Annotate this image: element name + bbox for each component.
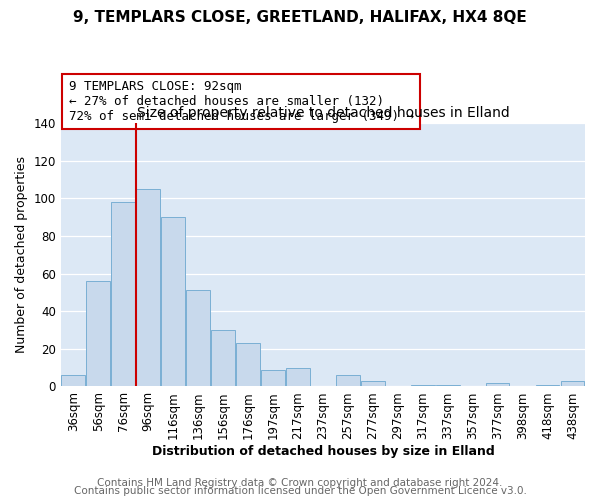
Bar <box>336 375 360 386</box>
Bar <box>436 384 460 386</box>
Bar <box>136 189 160 386</box>
Bar <box>361 381 385 386</box>
Text: 9 TEMPLARS CLOSE: 92sqm
← 27% of detached houses are smaller (132)
72% of semi-d: 9 TEMPLARS CLOSE: 92sqm ← 27% of detache… <box>68 80 413 123</box>
Bar <box>61 375 85 386</box>
Text: Contains HM Land Registry data © Crown copyright and database right 2024.: Contains HM Land Registry data © Crown c… <box>97 478 503 488</box>
Title: Size of property relative to detached houses in Elland: Size of property relative to detached ho… <box>137 106 509 120</box>
Bar <box>186 290 210 386</box>
Bar <box>236 343 260 386</box>
X-axis label: Distribution of detached houses by size in Elland: Distribution of detached houses by size … <box>152 444 494 458</box>
Bar <box>112 202 135 386</box>
Bar <box>261 370 285 386</box>
Bar <box>486 382 509 386</box>
Bar <box>161 217 185 386</box>
Y-axis label: Number of detached properties: Number of detached properties <box>15 156 28 353</box>
Text: Contains public sector information licensed under the Open Government Licence v3: Contains public sector information licen… <box>74 486 526 496</box>
Bar <box>560 381 584 386</box>
Text: 9, TEMPLARS CLOSE, GREETLAND, HALIFAX, HX4 8QE: 9, TEMPLARS CLOSE, GREETLAND, HALIFAX, H… <box>73 10 527 25</box>
Bar <box>86 281 110 386</box>
Bar <box>286 368 310 386</box>
Bar <box>211 330 235 386</box>
Bar <box>411 384 434 386</box>
Bar <box>536 384 559 386</box>
